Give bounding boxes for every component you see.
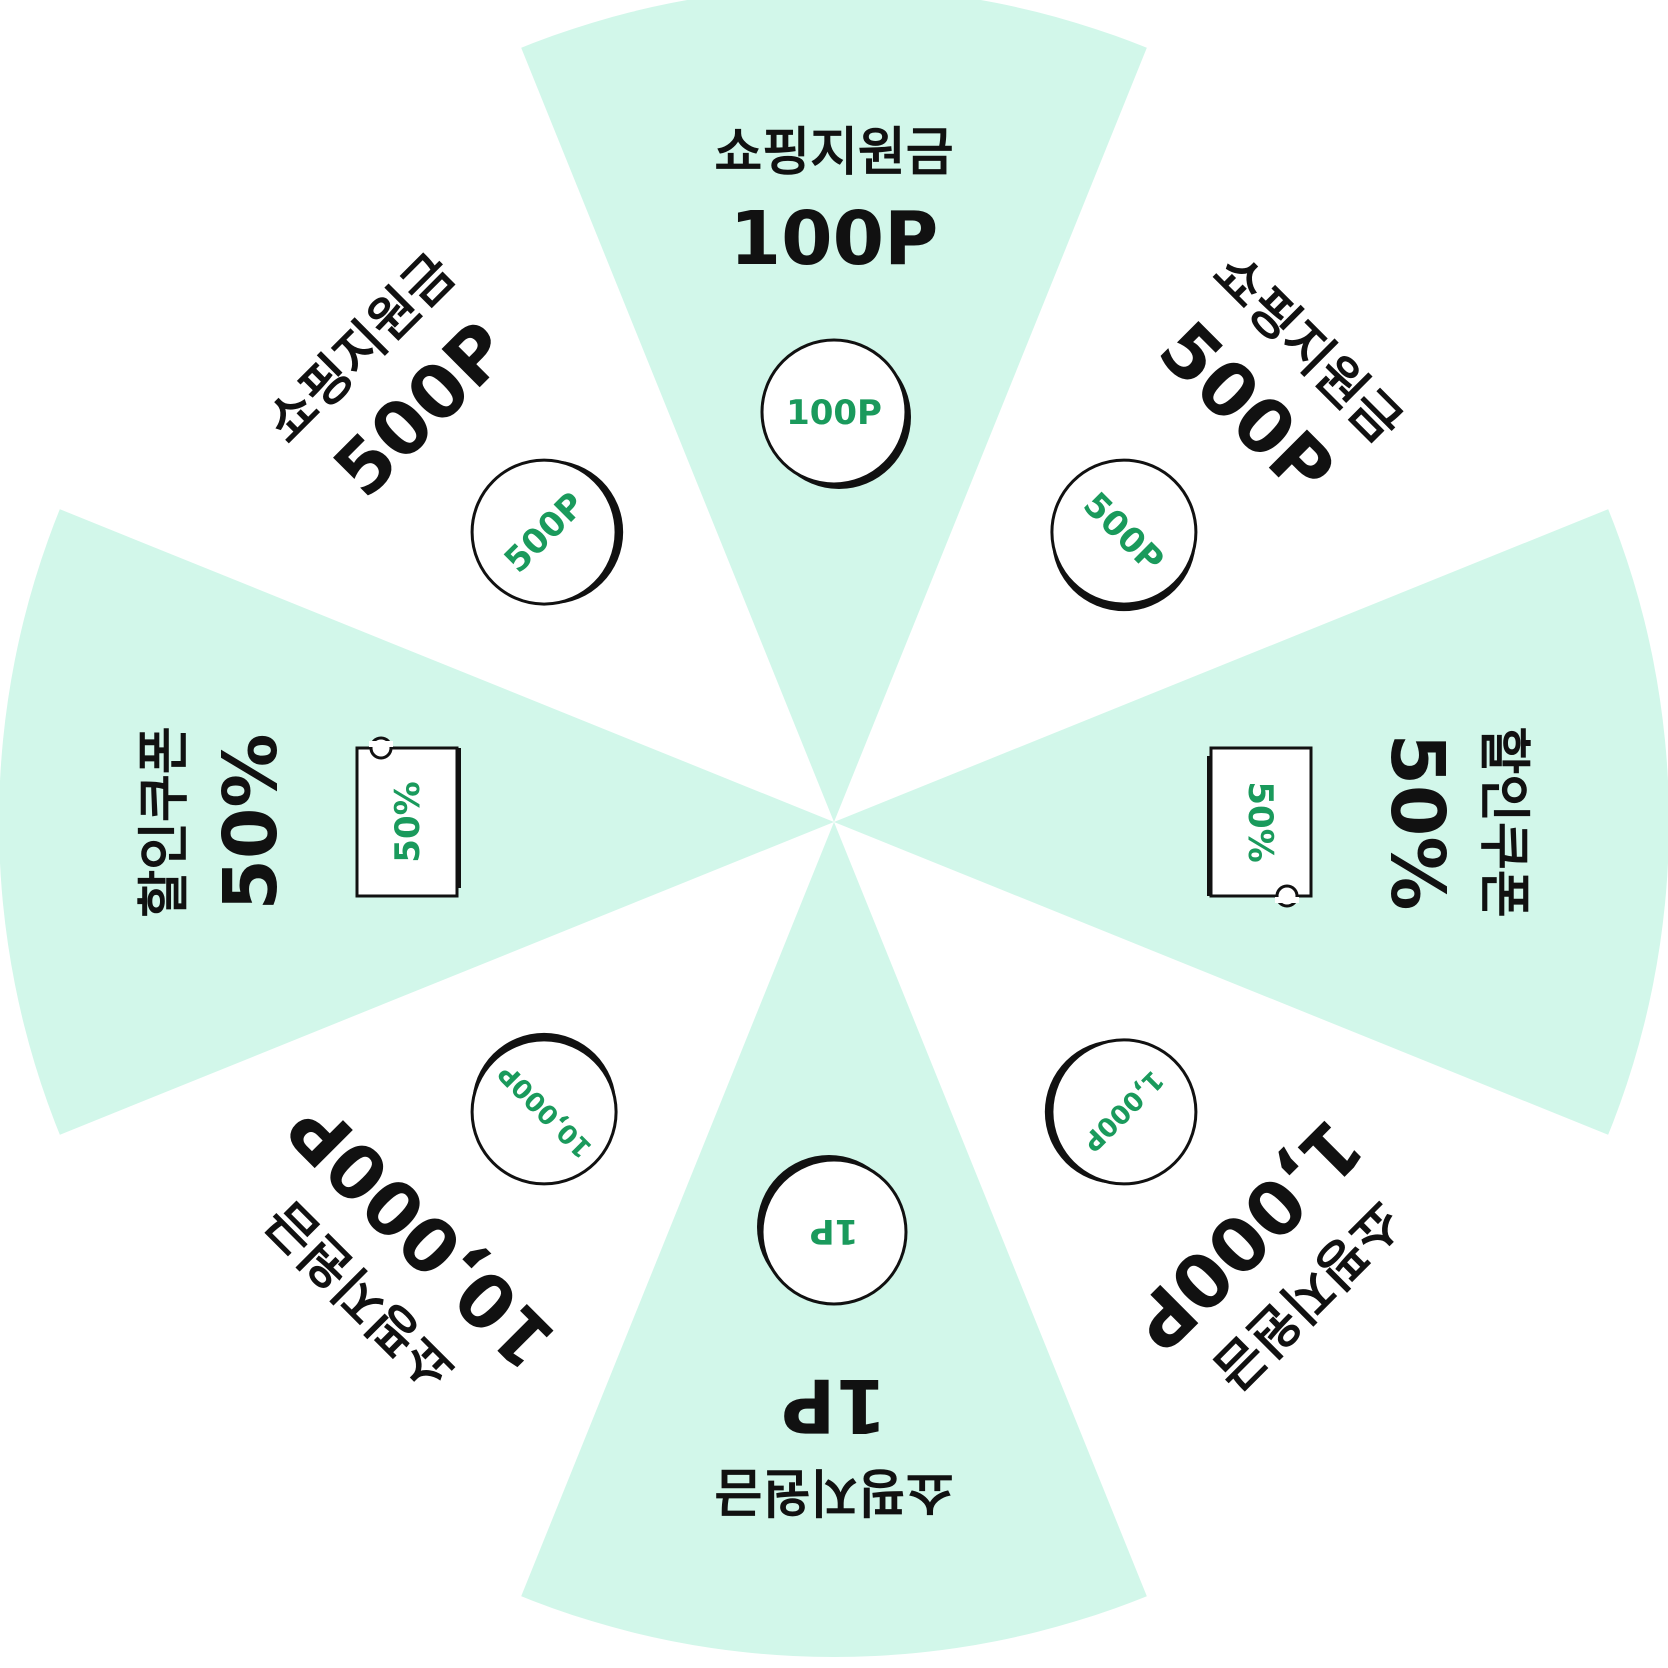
wheel-segment-7: 할인쿠폰 50% 50% — [135, 726, 461, 918]
segment-value: 50% — [208, 733, 294, 910]
coin-icon: 1,000P — [1044, 1038, 1198, 1186]
segment-title: 할인쿠폰 — [135, 726, 195, 917]
wheel-wedge — [347, 0, 1321, 822]
wheel-wedge — [834, 335, 1668, 1309]
token-label: 100P — [786, 393, 882, 433]
wheel-segment-8: 쇼핑지원금 500P 500P — [255, 243, 624, 606]
wheel-segment-1: 쇼핑지원금 100P 100P — [714, 123, 954, 489]
coin-icon: 500P — [470, 458, 624, 606]
token-label: 50% — [1240, 781, 1280, 862]
wheel-segment-2: 쇼핑지원금 500P 500P — [1050, 243, 1413, 612]
wheel-segment-3: 할인쿠폰 50% 50% — [1207, 726, 1533, 918]
ticket-icon: 50% — [1207, 746, 1313, 908]
segment-value: 1P — [781, 1362, 887, 1448]
wheel-segment-5: 쇼핑지원금 1P 1P — [714, 1155, 954, 1521]
coin-icon: 500P — [1050, 458, 1198, 612]
coin-icon: 10,000P — [470, 1032, 618, 1186]
wheel-wedge — [0, 335, 834, 1309]
wheel-wedge — [347, 822, 1321, 1657]
segment-title: 쇼핑지원금 — [714, 123, 953, 183]
token-label: 50% — [388, 781, 428, 862]
segment-value: 100P — [730, 196, 939, 282]
ticket-icon: 50% — [355, 736, 461, 898]
segment-title: 쇼핑지원금 — [714, 1461, 953, 1521]
segment-title: 할인쿠폰 — [1473, 726, 1533, 917]
token-label: 1P — [810, 1211, 859, 1251]
coin-icon: 100P — [760, 338, 911, 489]
segment-value: 50% — [1374, 733, 1460, 910]
coin-icon: 1P — [757, 1155, 908, 1306]
